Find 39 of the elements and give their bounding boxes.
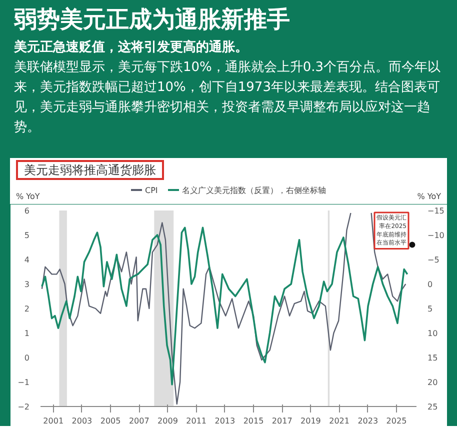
- y2-axis-title: % YoY: [416, 190, 441, 202]
- x-tick-label: 2017: [272, 416, 292, 426]
- y2-tick-label: 5: [428, 304, 433, 314]
- x-tick-label: 2015: [243, 416, 264, 426]
- y-tick-label: −2: [18, 402, 30, 412]
- text: 美元走弱将推高通货膨胀: [16, 160, 164, 180]
- x-tick-label: 2011: [186, 416, 207, 426]
- y2-tick-label: −5: [428, 256, 440, 264]
- y2-tick-label: 20: [428, 378, 438, 387]
- x-tick-label: 2021: [329, 416, 350, 426]
- x-tick-label: 2019: [300, 416, 321, 426]
- y-tick-label: 2: [24, 304, 30, 314]
- x-tick-label: 2001: [43, 416, 64, 426]
- x-tick-label: 2013: [214, 416, 236, 426]
- y-axis-title: % YoY: [16, 190, 41, 202]
- y-tick-label: 4: [24, 256, 30, 264]
- text: 美联储模型显示，美元每下跌10%，通胀就会上升0.3个百分点。而今年以来，美元指数跌幅已超过10%，创下自1973年以来最差表现。结合图表可见，美元走弱与通胀攀升密切相关，投资者需及早调整布局以应对这一趋势。: [14, 59, 442, 137]
- chart-subtitle: 美元正急速贬值，这将引发更高的通胀。: [14, 38, 249, 57]
- x-tick-label: 2003: [72, 416, 92, 426]
- x-tick-label: 2005: [100, 416, 121, 426]
- y2-tick-label: −15: [428, 206, 444, 216]
- y-tick-label: 1: [24, 329, 30, 338]
- legend-label: 名义广义美元指数（反置），右侧坐标轴: [182, 186, 326, 195]
- y-tick-label: 6: [24, 206, 30, 216]
- x-tick-label: 2023: [358, 416, 378, 426]
- chart-title: 弱势美元正成为通胀新推手: [14, 6, 291, 34]
- y-tick-label: 5: [24, 231, 30, 240]
- y2-tick-label: 25: [428, 402, 438, 412]
- x-tick-label: 2009: [158, 416, 178, 426]
- legend-label: CPI: [145, 186, 158, 195]
- x-tick-label: 2025: [386, 416, 407, 426]
- y2-tick-label: 15: [428, 354, 438, 362]
- y-tick-label: 0: [24, 354, 30, 362]
- y-tick-label: −1: [18, 378, 30, 387]
- y2-tick-label: 0: [428, 280, 433, 289]
- y2-tick-label: 10: [428, 329, 438, 338]
- y-tick-label: 3: [24, 280, 30, 289]
- x-tick-label: 2007: [128, 416, 150, 426]
- y2-tick-label: −10: [428, 231, 444, 240]
